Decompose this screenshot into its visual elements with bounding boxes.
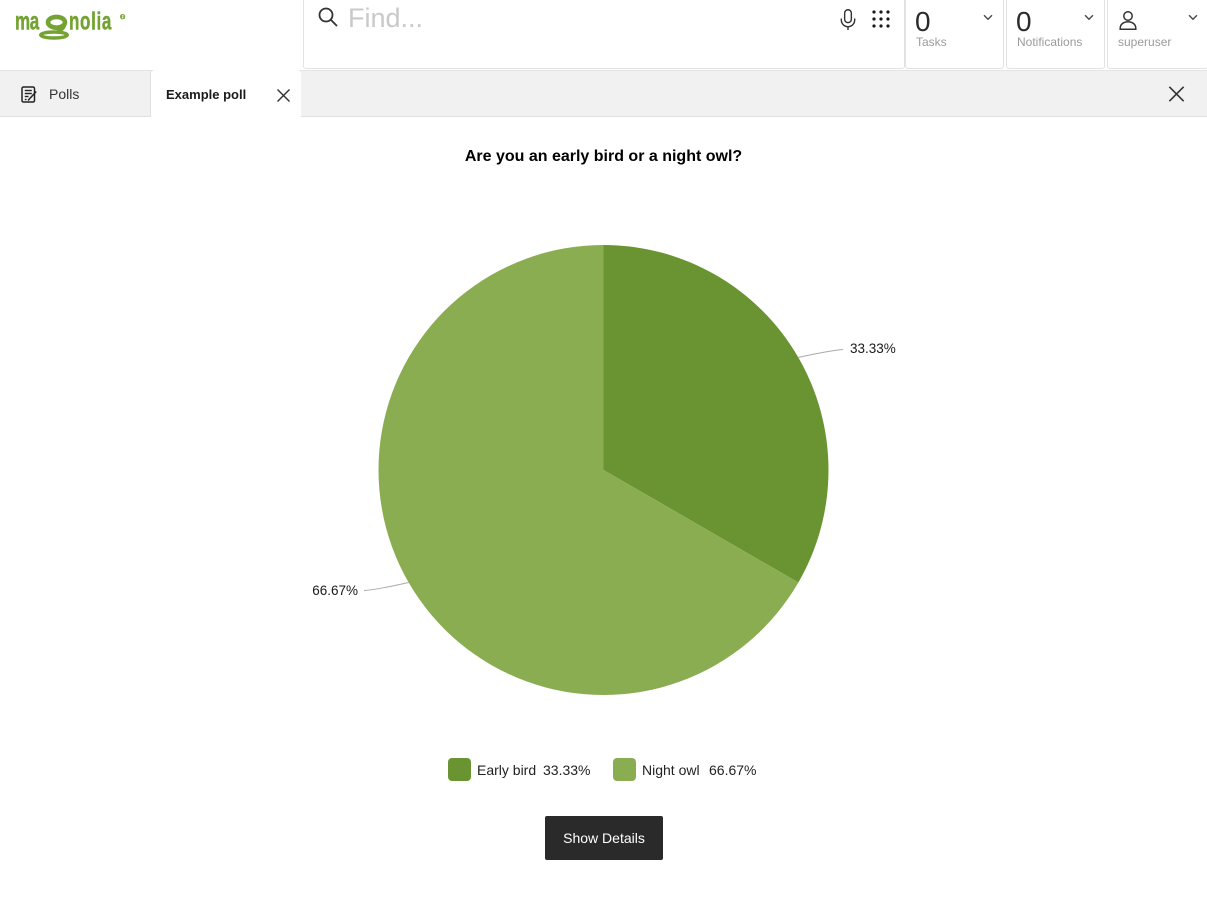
svg-text:66.67%: 66.67% — [312, 583, 358, 598]
svg-text:R: R — [121, 15, 126, 21]
svg-text:ma: ma — [15, 7, 40, 35]
svg-text:33.33%: 33.33% — [850, 341, 896, 356]
svg-text:nolia: nolia — [69, 7, 112, 35]
